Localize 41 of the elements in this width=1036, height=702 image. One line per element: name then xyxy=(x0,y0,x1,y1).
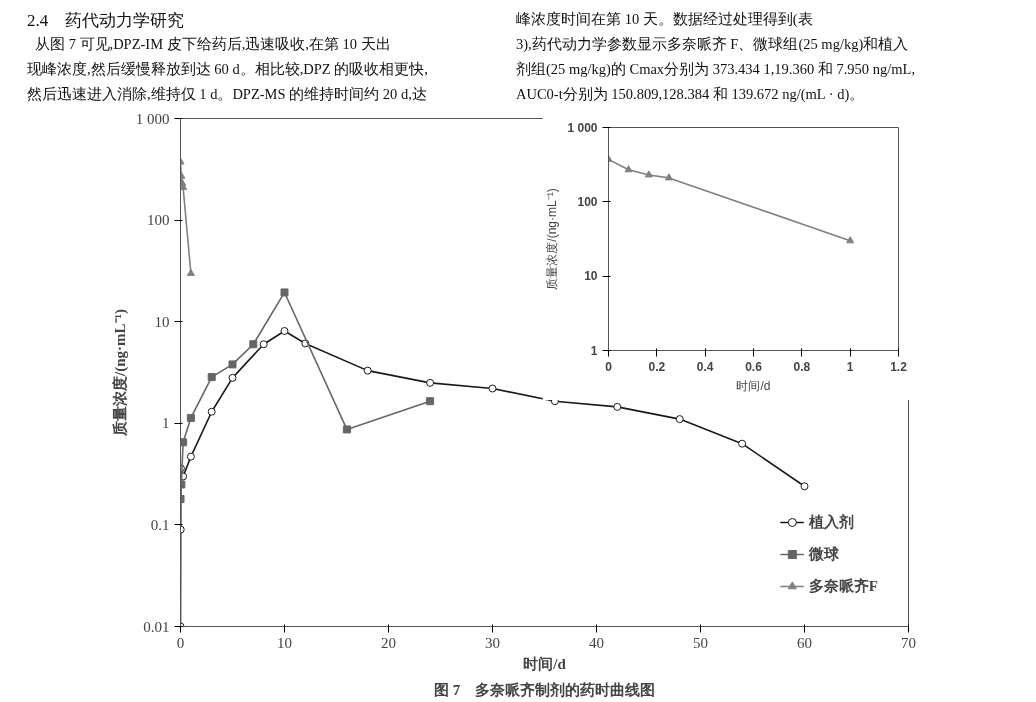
legend-label: 植入剂 xyxy=(808,512,854,532)
y-axis-title: 质量浓度/(ng·mL⁻¹) xyxy=(110,309,129,437)
x-tick-label: 30 xyxy=(485,634,500,651)
x-tick-label: 20 xyxy=(381,634,396,651)
x-tick-label: 0 xyxy=(605,359,613,374)
text: 3),药代动力学参数显示多奈哌齐 F、微球组(25 mg/kg)和植入 xyxy=(516,35,909,54)
x-tick-label: 0.6 xyxy=(745,359,763,374)
x-axis-title: 时间/d xyxy=(523,655,567,672)
y-tick-label: 1 000 xyxy=(135,110,170,127)
x-tick-label: 70 xyxy=(901,634,916,651)
y-tick-label: 1 000 xyxy=(567,120,598,135)
text: 峰浓度时间在第 10 天。数据经过处理得到(表 xyxy=(516,10,813,29)
x-tick-label: 40 xyxy=(589,634,604,651)
x-tick-label: 60 xyxy=(797,634,812,651)
x-tick-label: 0.4 xyxy=(696,359,714,374)
x-axis-title: 时间/d xyxy=(736,378,771,393)
text: 然后迅速进入消除,维持仅 1 d。DPZ-MS 的维持时间约 20 d,达 xyxy=(27,85,427,104)
x-tick-label: 0.2 xyxy=(648,359,666,374)
y-tick-label: 10 xyxy=(154,313,170,330)
legend-label: 多奈哌齐F xyxy=(808,576,878,596)
y-axis-title: 质量浓度/(ng·mL⁻¹) xyxy=(545,188,560,290)
y-tick-label: 1 xyxy=(162,415,170,432)
text: 图 7 多奈哌齐制剂的药时曲线图 xyxy=(433,680,656,698)
text: 剂组(25 mg/kg)的 Cmax分别为 373.434 1,19.360 和 7.950 ng/mL, xyxy=(516,60,916,79)
y-tick-label: 10 xyxy=(584,269,598,284)
legend-label: 微球 xyxy=(808,544,839,564)
x-tick-label: 50 xyxy=(693,634,708,651)
y-tick-label: 100 xyxy=(147,212,170,229)
y-tick-label: 100 xyxy=(577,194,598,209)
text: 从图 7 可见,DPZ-IM 皮下给药后,迅速吸收,在第 10 天出 xyxy=(35,35,391,54)
y-tick-label: 0.01 xyxy=(143,618,170,635)
x-tick-label: 0 xyxy=(176,634,185,651)
text: 现峰浓度,然后缓慢释放到达 60 d。相比较,DPZ 的吸收相更快, xyxy=(27,60,428,79)
text: AUC0-t分别为 150.809,128.384 和 139.672 ng/(mL · d)。 xyxy=(516,85,865,104)
y-tick-label: 0.1 xyxy=(150,516,170,533)
x-tick-label: 10 xyxy=(277,634,292,651)
y-tick-label: 1 xyxy=(590,343,598,358)
text: 2.4 药代动力学研究 xyxy=(27,10,185,32)
x-tick-label: 0.8 xyxy=(793,359,811,374)
x-tick-label: 1.2 xyxy=(890,359,908,374)
x-tick-label: 1 xyxy=(846,359,854,374)
